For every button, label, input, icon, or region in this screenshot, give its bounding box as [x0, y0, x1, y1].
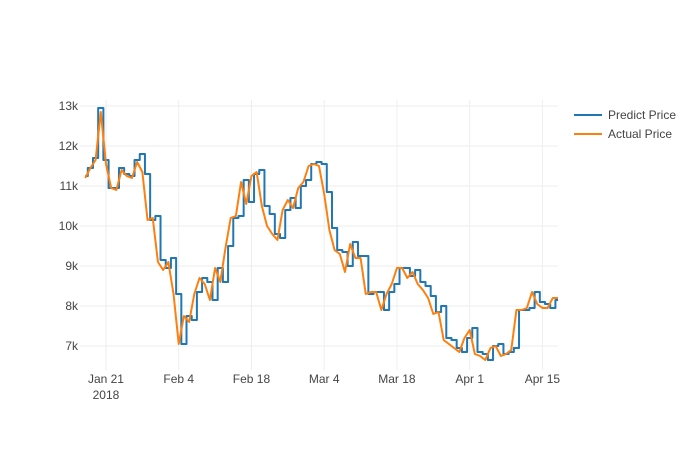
series-line-predict-price	[85, 107, 558, 361]
grid-lines	[80, 100, 558, 370]
x-tick-label: Jan 21	[88, 372, 124, 386]
y-tick-label: 13k	[59, 99, 79, 113]
y-tick-label: 7k	[65, 339, 79, 353]
y-axis-ticks: 7k 8k 9k 10k 11k 12k 13k	[59, 99, 79, 353]
x-tick-label: Apr 15	[525, 372, 561, 386]
y-tick-label: 11k	[60, 179, 79, 193]
x-tick-label: Mar 4	[309, 372, 340, 386]
legend-label-actual-price: Actual Price	[608, 127, 672, 141]
x-tick-label: Feb 4	[163, 372, 194, 386]
x-tick-label: Mar 18	[378, 372, 416, 386]
legend-label-predict-price: Predict Price	[608, 108, 676, 122]
series-line-actual-price	[84, 111, 558, 361]
y-tick-label: 12k	[59, 139, 79, 153]
y-tick-label: 9k	[65, 259, 79, 273]
x-tick-sublabel: 2018	[93, 388, 120, 402]
x-tick-label: Apr 1	[455, 372, 484, 386]
x-axis-ticks: Jan 21 2018 Feb 4 Feb 18 Mar 4 Mar 18 Apr 1 Apr…	[88, 372, 560, 402]
x-tick-label: Feb 18	[233, 372, 271, 386]
y-tick-label: 8k	[65, 299, 79, 313]
plot-area	[84, 107, 558, 361]
y-tick-label: 10k	[59, 219, 79, 233]
legend: Predict Price Actual Price	[574, 108, 676, 141]
series-lines	[84, 107, 558, 361]
